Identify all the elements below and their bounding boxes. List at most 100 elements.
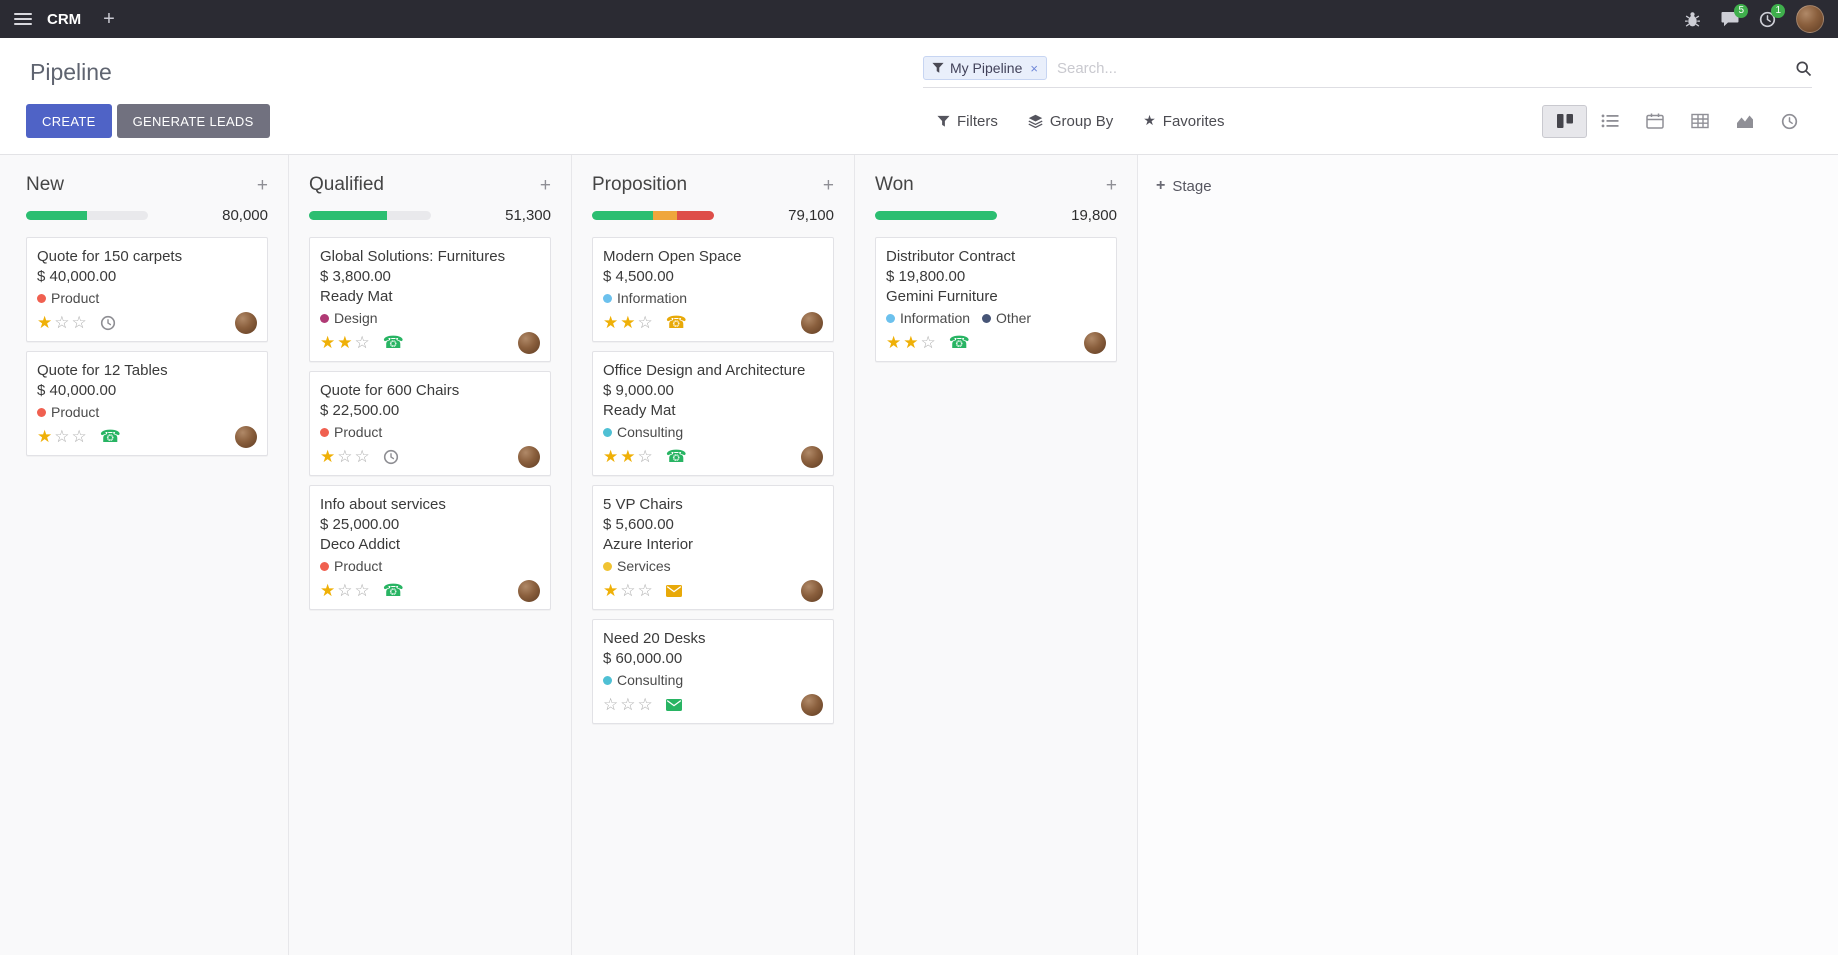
clock-icon[interactable] bbox=[383, 449, 399, 465]
envelope-icon[interactable] bbox=[665, 699, 682, 711]
quick-create-button[interactable]: + bbox=[822, 174, 834, 196]
star-icon[interactable]: ☆ bbox=[637, 312, 655, 333]
user-avatar[interactable] bbox=[1796, 5, 1824, 33]
salesperson-avatar[interactable] bbox=[518, 446, 540, 468]
salesperson-avatar[interactable] bbox=[518, 332, 540, 354]
list-view-icon[interactable] bbox=[1587, 105, 1632, 138]
calendar-view-icon[interactable] bbox=[1632, 105, 1677, 138]
phone-icon[interactable]: ☎ bbox=[948, 332, 970, 353]
kanban-card[interactable]: Global Solutions: Furnitures $ 3,800.00 Re… bbox=[309, 237, 551, 362]
tag: Design bbox=[320, 310, 378, 326]
star-icon[interactable]: ★ bbox=[37, 312, 55, 333]
star-icon[interactable]: ★ bbox=[37, 426, 55, 447]
star-icon[interactable]: ★ bbox=[320, 446, 338, 467]
phone-icon[interactable]: ☎ bbox=[665, 312, 687, 333]
create-button[interactable]: CREATE bbox=[26, 104, 112, 138]
star-icon[interactable]: ★ bbox=[620, 312, 638, 333]
kanban-card[interactable]: Need 20 Desks $ 60,000.00 Consulting ☆☆☆ bbox=[592, 619, 834, 724]
star-icon[interactable]: ★ bbox=[620, 446, 638, 467]
kanban-card[interactable]: Info about services $ 25,000.00 Deco Addic… bbox=[309, 485, 551, 610]
column-progressbar[interactable] bbox=[26, 211, 148, 220]
kanban-card[interactable]: Quote for 12 Tables $ 40,000.00 Product ★☆☆… bbox=[26, 351, 268, 456]
salesperson-avatar[interactable] bbox=[518, 580, 540, 602]
star-icon[interactable]: ☆ bbox=[54, 312, 72, 333]
generate-leads-button[interactable]: GENERATE LEADS bbox=[116, 104, 270, 138]
kanban-card[interactable]: Distributor Contract $ 19,800.00 Gemini Fu… bbox=[875, 237, 1117, 362]
salesperson-avatar[interactable] bbox=[235, 312, 257, 334]
star-icon[interactable]: ☆ bbox=[637, 580, 655, 601]
star-icon[interactable]: ☆ bbox=[637, 446, 655, 467]
bug-icon[interactable] bbox=[1684, 11, 1701, 28]
kanban-card[interactable]: Modern Open Space $ 4,500.00 Information ★★… bbox=[592, 237, 834, 342]
phone-icon[interactable]: ☎ bbox=[665, 446, 687, 467]
messages-icon[interactable]: 5 bbox=[1721, 4, 1748, 27]
facet-remove-icon[interactable]: × bbox=[1030, 60, 1038, 76]
search-icon[interactable] bbox=[1795, 60, 1812, 77]
column-progressbar[interactable] bbox=[875, 211, 997, 220]
star-icon[interactable]: ★ bbox=[903, 332, 921, 353]
salesperson-avatar[interactable] bbox=[801, 446, 823, 468]
activities-clock-icon[interactable]: 1 bbox=[1759, 3, 1785, 28]
star-icon[interactable]: ★ bbox=[603, 446, 621, 467]
phone-icon[interactable]: ☎ bbox=[382, 332, 404, 353]
star-icon[interactable]: ☆ bbox=[354, 332, 372, 353]
star-icon[interactable]: ☆ bbox=[637, 694, 655, 715]
star-icon[interactable]: ★ bbox=[337, 332, 355, 353]
star-icon[interactable]: ★ bbox=[886, 332, 904, 353]
star-icon[interactable]: ☆ bbox=[920, 332, 938, 353]
progress-segment-danger[interactable] bbox=[677, 211, 714, 220]
star-icon[interactable]: ★ bbox=[320, 580, 338, 601]
search-facet[interactable]: My Pipeline × bbox=[923, 56, 1047, 80]
star-icon[interactable]: ☆ bbox=[71, 312, 89, 333]
activity-view-icon[interactable] bbox=[1767, 105, 1812, 138]
progress-segment-success[interactable] bbox=[26, 211, 87, 220]
column-progressbar[interactable] bbox=[592, 211, 714, 220]
salesperson-avatar[interactable] bbox=[801, 312, 823, 334]
progress-segment-success[interactable] bbox=[309, 211, 388, 220]
favorites-button[interactable]: ★ Favorites bbox=[1143, 113, 1224, 130]
kanban-card[interactable]: Quote for 150 carpets $ 40,000.00 Product ★… bbox=[26, 237, 268, 342]
star-icon[interactable]: ☆ bbox=[354, 446, 372, 467]
graph-view-icon[interactable] bbox=[1722, 105, 1767, 138]
kanban-card[interactable]: 5 VP Chairs $ 5,600.00 Azure Interior Servi… bbox=[592, 485, 834, 610]
search-input[interactable] bbox=[1056, 59, 1795, 77]
star-icon[interactable]: ★ bbox=[320, 332, 338, 353]
star-icon[interactable]: ★ bbox=[603, 580, 621, 601]
salesperson-avatar[interactable] bbox=[235, 426, 257, 448]
quick-create-button[interactable]: + bbox=[256, 174, 268, 196]
star-icon[interactable]: ☆ bbox=[354, 580, 372, 601]
app-menu-button[interactable]: CRM bbox=[47, 10, 82, 28]
pivot-view-icon[interactable] bbox=[1677, 105, 1722, 138]
progress-segment-success[interactable] bbox=[875, 211, 997, 220]
quick-create-button[interactable]: + bbox=[539, 174, 551, 196]
card-tags: Product bbox=[37, 290, 257, 306]
star-icon[interactable]: ☆ bbox=[620, 580, 638, 601]
kanban-card[interactable]: Quote for 600 Chairs $ 22,500.00 Product ★☆… bbox=[309, 371, 551, 476]
salesperson-avatar[interactable] bbox=[801, 580, 823, 602]
star-icon[interactable]: ☆ bbox=[620, 694, 638, 715]
search-bar[interactable]: My Pipeline × bbox=[923, 56, 1812, 88]
salesperson-avatar[interactable] bbox=[1084, 332, 1106, 354]
add-stage-button[interactable]: + Stage bbox=[1156, 178, 1212, 195]
group-by-button[interactable]: Group By bbox=[1028, 113, 1113, 130]
star-icon[interactable]: ☆ bbox=[603, 694, 621, 715]
filters-button[interactable]: Filters bbox=[937, 113, 998, 130]
apps-menu-icon[interactable] bbox=[14, 10, 32, 28]
star-icon[interactable]: ☆ bbox=[337, 580, 355, 601]
phone-icon[interactable]: ☎ bbox=[382, 580, 404, 601]
star-icon[interactable]: ☆ bbox=[337, 446, 355, 467]
clock-icon[interactable] bbox=[100, 315, 116, 331]
envelope-icon[interactable] bbox=[665, 585, 682, 597]
column-progressbar[interactable] bbox=[309, 211, 431, 220]
phone-icon[interactable]: ☎ bbox=[99, 426, 121, 447]
quick-create-button[interactable]: + bbox=[1105, 174, 1117, 196]
progress-segment-success[interactable] bbox=[592, 211, 653, 220]
kanban-view-icon[interactable] bbox=[1542, 104, 1587, 138]
plus-icon[interactable]: + bbox=[103, 8, 115, 30]
star-icon[interactable]: ☆ bbox=[71, 426, 89, 447]
star-icon[interactable]: ★ bbox=[603, 312, 621, 333]
star-icon[interactable]: ☆ bbox=[54, 426, 72, 447]
kanban-card[interactable]: Office Design and Architecture $ 9,000.00… bbox=[592, 351, 834, 476]
salesperson-avatar[interactable] bbox=[801, 694, 823, 716]
progress-segment-warning[interactable] bbox=[653, 211, 678, 220]
